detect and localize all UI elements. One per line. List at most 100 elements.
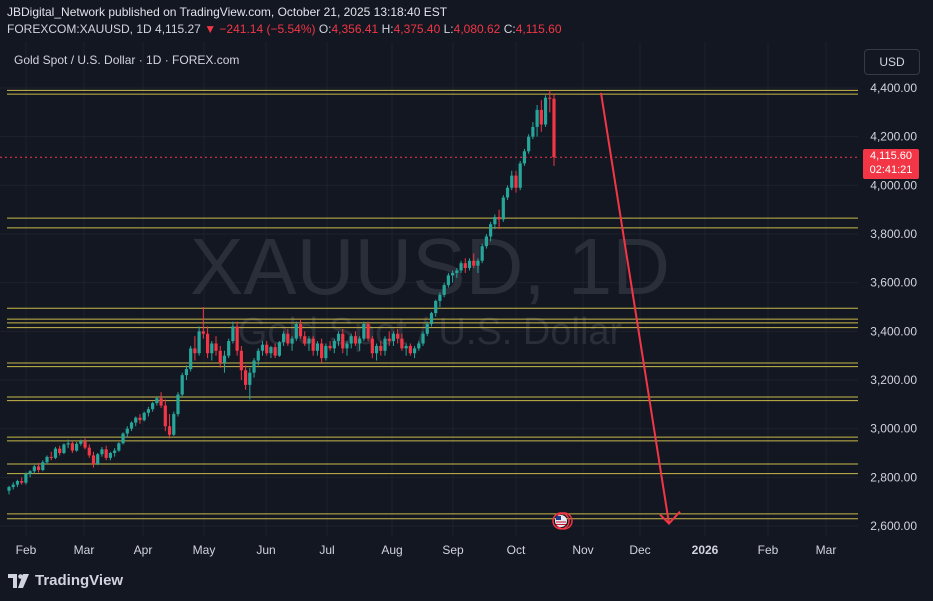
candle-body — [320, 343, 324, 359]
open-value: 4,356.41 — [331, 22, 379, 36]
candle-body — [176, 394, 180, 415]
candle-body — [412, 348, 417, 354]
time-axis-label: Jul — [319, 543, 334, 557]
candle-body — [505, 187, 510, 198]
candle-body — [159, 398, 163, 406]
time-axis-label: Mar — [74, 543, 95, 557]
tradingview-logo-icon — [8, 574, 29, 589]
candle-body — [434, 300, 438, 314]
candle-body — [383, 338, 387, 351]
candle-body — [53, 448, 58, 458]
candle-body — [489, 224, 493, 237]
time-axis-label: Dec — [629, 543, 650, 557]
candle-body — [239, 350, 243, 371]
time-axis: Feb Mar Apr May Jun Jul Aug Sep Oct Nov Dec 2026 Feb… — [16, 543, 837, 557]
close-label: C: — [503, 22, 516, 36]
price-axis-label: 2,600.00 — [870, 519, 917, 533]
candle-body — [11, 484, 15, 488]
candle-body — [391, 333, 396, 342]
time-axis-label: Nov — [572, 543, 593, 557]
candle-body — [269, 347, 273, 354]
candle-body — [24, 473, 28, 483]
candle-body — [210, 343, 214, 354]
candle-body — [41, 462, 45, 471]
candle-body — [332, 341, 336, 349]
candle-body — [66, 443, 70, 445]
candle-body — [172, 414, 176, 435]
candle-body — [277, 342, 281, 356]
candle-body — [201, 331, 205, 334]
time-axis-label: Mar — [816, 543, 837, 557]
time-axis-label: Aug — [381, 543, 402, 557]
candle-body — [311, 338, 315, 351]
candle-body — [362, 324, 366, 339]
candle-body — [243, 370, 248, 385]
chart-panel[interactable]: XAUUSD, 1D Gold Spot / U.S. Dollar 2,600… — [0, 42, 933, 566]
candle-body — [522, 151, 527, 164]
candle-body — [315, 343, 320, 351]
candle-body — [189, 348, 193, 370]
currency-button[interactable]: USD — [864, 49, 920, 75]
arrow-head — [659, 510, 681, 526]
candle-body — [404, 345, 408, 349]
candle-body — [366, 324, 370, 339]
candle-body — [265, 344, 269, 354]
candle-body — [400, 338, 404, 349]
candle-body — [510, 175, 514, 188]
time-axis-label: Jun — [256, 543, 275, 557]
candles — [7, 90, 556, 495]
candle-body — [451, 272, 455, 276]
watermark: XAUUSD, 1D Gold Spot / U.S. Dollar — [190, 222, 670, 353]
time-axis-label: Feb — [16, 543, 37, 557]
current-price-value: 4,115.60 — [869, 150, 912, 163]
candle-body — [353, 336, 358, 344]
candle-body — [307, 338, 311, 344]
candle-body — [62, 444, 66, 453]
candle-body — [514, 175, 518, 188]
candle-body — [7, 487, 11, 491]
price-axis-label: 3,800.00 — [870, 227, 917, 241]
candle-body — [193, 348, 197, 354]
candle-body — [125, 428, 129, 434]
last-price: 4,115.27 — [155, 22, 201, 36]
candle-body — [167, 426, 172, 435]
time-axis-label: Apr — [134, 543, 153, 557]
candle-body — [298, 324, 303, 337]
candle-body — [408, 345, 412, 354]
price-axis-label: 3,000.00 — [870, 422, 917, 436]
candle-body — [497, 216, 501, 220]
low-label: L: — [443, 22, 454, 36]
candle-body — [425, 324, 429, 334]
price-axis-label: 4,400.00 — [870, 81, 917, 95]
candle-body — [535, 109, 539, 127]
candle-body — [429, 313, 434, 325]
candle-body — [294, 324, 298, 339]
candle-body — [197, 331, 201, 354]
close-value: 4,115.60 — [515, 22, 562, 36]
candle-body — [484, 236, 489, 247]
candle-body — [180, 375, 184, 395]
candle-body — [222, 355, 227, 363]
candle-body — [117, 443, 121, 451]
candle-body — [15, 480, 20, 485]
candle-body — [273, 347, 277, 356]
candle-body — [501, 197, 505, 220]
open-label: O: — [318, 22, 332, 36]
candle-body — [87, 447, 91, 456]
candle-body — [146, 409, 151, 413]
candle-body — [49, 456, 53, 458]
candle-body — [163, 405, 167, 427]
candle-body — [227, 341, 231, 356]
price-chart[interactable]: XAUUSD, 1D Gold Spot / U.S. Dollar 2,600… — [0, 42, 933, 566]
candle-body — [455, 270, 459, 273]
watermark-symbol: XAUUSD, 1D — [190, 222, 670, 311]
candle-body — [256, 350, 260, 361]
candle-body — [142, 412, 146, 421]
publication-header: JBDigital_Network published on TradingVi… — [7, 4, 562, 38]
tradingview-footer[interactable]: TradingView — [8, 572, 123, 589]
candle-body — [341, 333, 345, 349]
candle-body — [379, 345, 383, 351]
event-marker-us-flag[interactable] — [552, 512, 573, 530]
candle-body — [121, 433, 125, 444]
candle-body — [518, 163, 522, 188]
